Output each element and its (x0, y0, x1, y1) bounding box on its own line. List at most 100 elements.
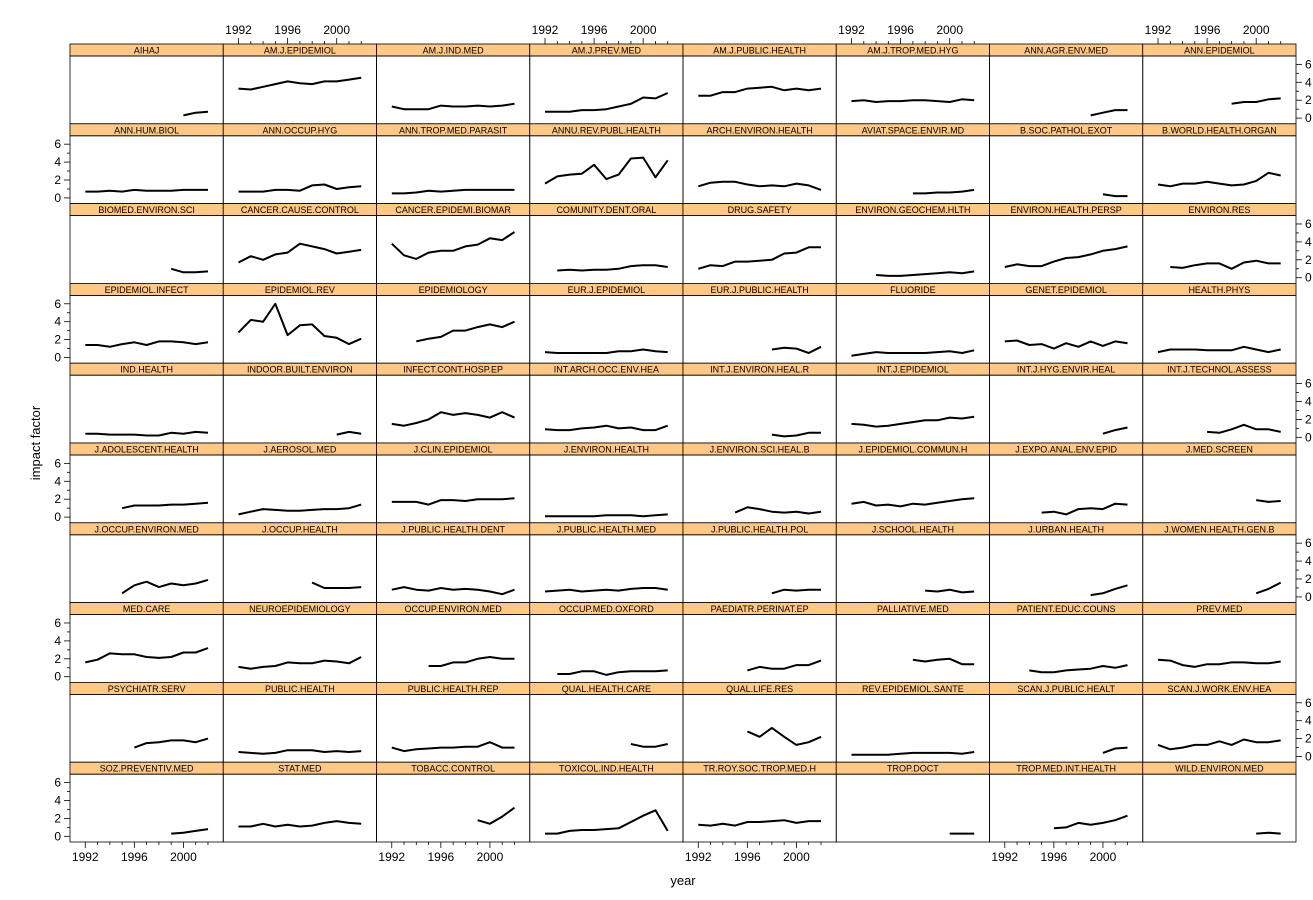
series-line (1053, 814, 1128, 830)
panel-frame (1142, 55, 1297, 125)
panel-title: FLUORIDE (890, 285, 936, 295)
panel-title: SOZ.PREVENTIV.MED (100, 764, 194, 774)
panel-title: ENVIRON.HEALTH.PERSP (1010, 205, 1121, 215)
panel-title: CANCER.CAUSE.CONTROL (241, 205, 359, 215)
series-line (1102, 426, 1128, 435)
series-line (134, 737, 209, 749)
series-line (237, 302, 362, 346)
x-tick-label: 2000 (1090, 850, 1117, 864)
panel-frame (682, 773, 837, 843)
panel-title: J.OCCUP.HEALTH (262, 524, 338, 534)
series-line (391, 188, 515, 195)
panel-frame (222, 215, 377, 284)
series-line (912, 657, 975, 666)
series-line (238, 76, 362, 91)
x-tick-label: 2000 (170, 850, 197, 864)
panel-frame (989, 614, 1144, 683)
panel-title: MED.CARE (123, 604, 171, 614)
y-tick-label: 4 (54, 315, 61, 329)
y-tick-label: 2 (1305, 93, 1312, 107)
y-tick-label: 2 (54, 652, 61, 666)
series-line (391, 231, 516, 260)
panel-title: ANN.TROP.MED.PARASIT (399, 125, 508, 135)
panel-title: GENET.EPIDEMIOL (1025, 285, 1107, 295)
y-tick-label: 4 (1305, 235, 1312, 249)
y-tick-label: 0 (1305, 111, 1312, 125)
x-tick-label: 1992 (838, 23, 865, 37)
panel-title: J.URBAN.HEALTH (1028, 524, 1104, 534)
panel-frame (989, 215, 1144, 284)
x-tick-label: 2000 (477, 850, 504, 864)
x-tick-label: 1996 (734, 850, 761, 864)
panel-title: J.PUBLIC.HEALTH.POL (711, 524, 808, 534)
series-line (747, 659, 822, 672)
panel-title: AM.J.PUBLIC.HEALTH (713, 46, 806, 56)
panel-title: EPIDEMIOL.REV (265, 285, 335, 295)
panel-title: J.EPIDEMIOL.COMMUN.H (858, 445, 967, 455)
panel-title: B.WORLD.HEALTH.ORGAN (1162, 125, 1277, 135)
panel-frame (376, 374, 531, 444)
x-tick-label: 1992 (225, 23, 252, 37)
panel-frame (69, 773, 224, 843)
y-tick-label: 4 (1305, 554, 1312, 568)
panel-title: ARCH.ENVIRON.HEALTH (706, 125, 812, 135)
panel-title: J.PUBLIC.HEALTH.DENT (401, 524, 505, 534)
panel-title: WILD.ENVIRON.MED (1175, 764, 1264, 774)
panel-frame (682, 135, 837, 205)
panel-title: REV.EPIDEMIOL.SANTE (862, 684, 964, 694)
panel-title: J.ENVIRON.SCI.HEAL.B (710, 445, 810, 455)
series-line (238, 656, 362, 670)
series-line (85, 340, 209, 348)
x-tick-label: 1992 (532, 23, 559, 37)
panel-title: HEALTH.PHYS (1188, 285, 1250, 295)
panel-title: INT.J.ENVIRON.HEAL.R (710, 365, 810, 375)
x-tick-label: 1996 (887, 23, 914, 37)
series-line (391, 411, 515, 427)
x-tick-label: 1992 (1145, 23, 1172, 37)
series-line (1231, 97, 1281, 105)
panel-frame (835, 773, 990, 843)
series-line (1170, 259, 1281, 270)
series-line (1004, 339, 1128, 350)
series-line (183, 110, 209, 117)
series-line (1157, 738, 1281, 751)
panel-title: J.EXPO.ANAL.ENV.EPID (1015, 445, 1117, 455)
panel-frame (989, 55, 1144, 125)
panel-frame (835, 135, 990, 205)
panel-frame (835, 454, 990, 524)
series-line (771, 345, 822, 354)
y-tick-label: 0 (54, 351, 61, 365)
panel-title: PAEDIATR.PERINAT.EP (711, 604, 809, 614)
panel-frame (835, 374, 990, 444)
panel-title: IND.HEALTH (120, 365, 173, 375)
y-tick-label: 6 (1305, 57, 1312, 71)
panel-frame (529, 454, 684, 524)
panel-title: INT.ARCH.OCC.ENV.HEA (554, 365, 659, 375)
y-tick-label: 6 (1305, 696, 1312, 710)
panel-title: INT.J.HYG.ENVIR.HEAL (1017, 365, 1116, 375)
panel-title: CANCER.EPIDEMI.BIOMAR (395, 205, 511, 215)
panel-frame (682, 534, 837, 603)
x-tick-label: 1996 (121, 850, 148, 864)
series-line (1004, 245, 1128, 268)
y-tick-label: 6 (54, 137, 61, 151)
series-line (545, 809, 669, 835)
panel-title: COMUNITY.DENT.ORAL (556, 205, 656, 215)
y-tick-label: 4 (1305, 394, 1312, 408)
series-line (557, 264, 668, 272)
series-line (1207, 423, 1281, 434)
series-line (391, 497, 515, 506)
y-tick-label: 2 (1305, 572, 1312, 586)
panel-title: SCAN.J.WORK.ENV.HEA (1168, 684, 1272, 694)
panel-title: ANN.HUM.BIOL (114, 125, 179, 135)
panel-title: AM.J.TROP.MED.HYG (867, 46, 958, 56)
series-line (1157, 345, 1281, 354)
panel-title: AM.J.EPIDEMIOL (264, 46, 336, 56)
panel-frame (529, 773, 684, 843)
panel-title: AVIAT.SPACE.ENVIR.MD (862, 125, 965, 135)
panel-frame (1142, 534, 1297, 603)
x-tick-label: 1992 (685, 850, 712, 864)
panel-title: EUR.J.PUBLIC.HEALTH (710, 285, 808, 295)
panel-title: SCAN.J.PUBLIC.HEALT (1017, 684, 1115, 694)
panel-title: INFECT.CONT.HOSP.EP (403, 365, 503, 375)
